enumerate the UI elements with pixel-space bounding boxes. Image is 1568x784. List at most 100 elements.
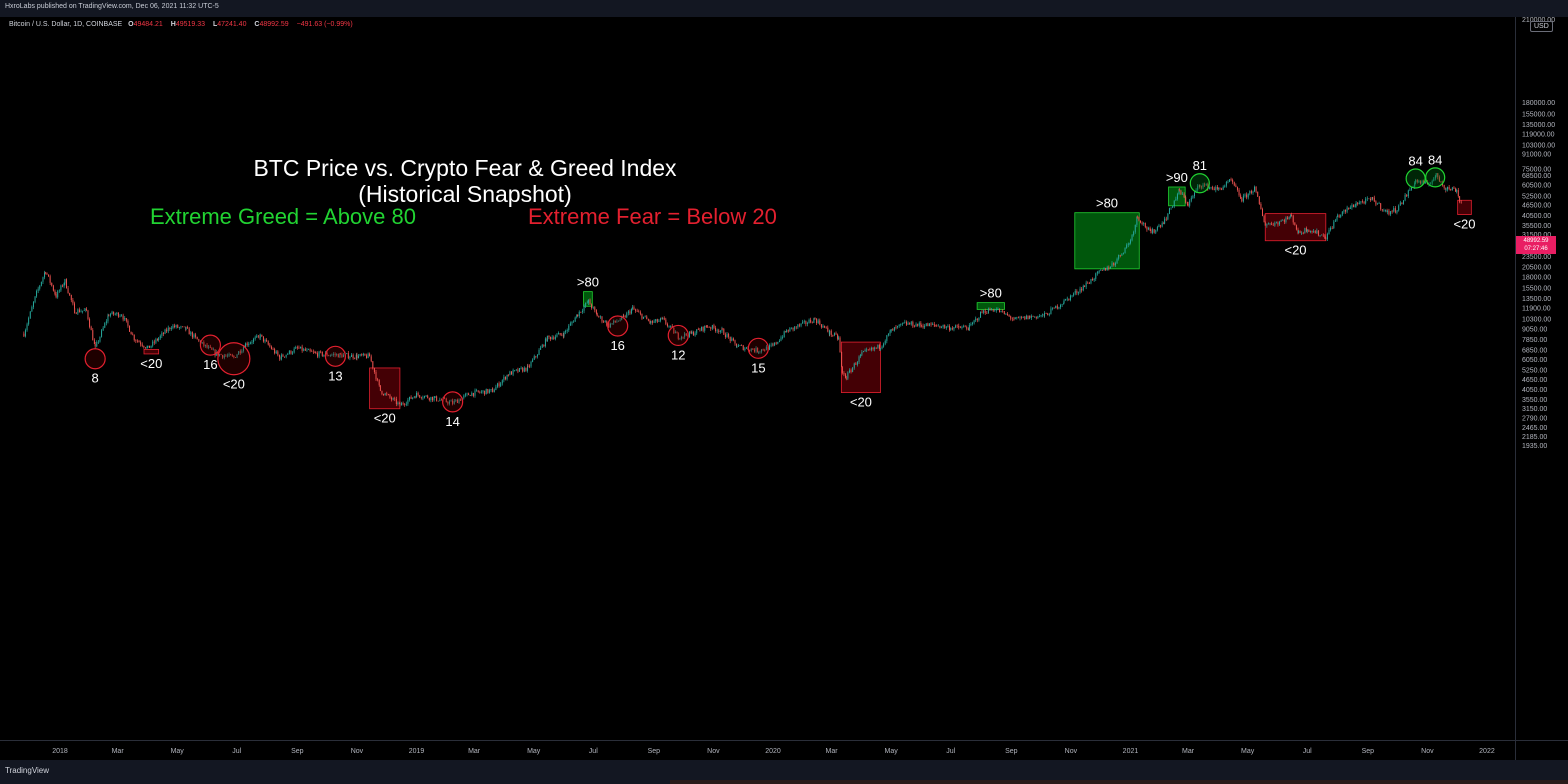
candle-body: [124, 318, 126, 320]
candle-body: [234, 357, 236, 358]
candle-body: [551, 337, 553, 340]
candle-body: [665, 319, 667, 324]
candle-body: [77, 309, 79, 314]
candle-body: [256, 335, 258, 338]
candle-body: [887, 333, 889, 336]
change-value: −491.63 (−0.99%): [296, 21, 353, 28]
candle-body: [155, 339, 157, 343]
chart-area[interactable]: [0, 17, 1515, 740]
candle-body: [755, 347, 757, 352]
candle-body: [89, 319, 91, 327]
candle-body: [423, 396, 425, 398]
symbol-legend: Bitcoin / U.S. Dollar, 1D, COINBASE O494…: [9, 21, 356, 28]
tradingview-logo[interactable]: TradingView: [5, 766, 50, 775]
candle-body: [571, 322, 573, 324]
candle-body: [655, 319, 657, 322]
candle-body: [506, 374, 508, 380]
candle-body: [1167, 213, 1169, 220]
candle-body: [975, 318, 977, 321]
candle-body: [1328, 229, 1330, 234]
candle-body: [872, 347, 874, 350]
candle-body: [1229, 179, 1231, 182]
candle-body: [710, 327, 712, 329]
candle-body: [1334, 220, 1336, 222]
last-price-countdown: 07:27:46: [1524, 246, 1548, 252]
candle-body: [108, 315, 110, 317]
candle-body: [1401, 202, 1403, 204]
candle-body: [117, 312, 119, 317]
time-tick-layer: 2018 Mar May Jul Sep Nov 2019 Mar May Jul Sep Nov 20…: [52, 748, 1495, 755]
candle-body: [1005, 313, 1007, 315]
candle-body: [1264, 222, 1266, 226]
candle-body: [879, 348, 881, 349]
candle-body: [819, 320, 821, 325]
candle-body: [968, 325, 970, 330]
candle-body: [663, 317, 665, 320]
time-axis[interactable]: [0, 740, 1515, 761]
candle-body: [32, 302, 34, 308]
candle-body: [569, 323, 571, 326]
candle-body: [870, 347, 872, 350]
symbol-name[interactable]: Bitcoin / U.S. Dollar, 1D, COINBASE: [9, 21, 123, 28]
candle-body: [980, 311, 982, 318]
candle-body: [412, 397, 414, 399]
candle-body: [817, 320, 819, 324]
candle-body: [538, 349, 540, 355]
candle-body: [1124, 247, 1126, 253]
candle-body: [1434, 175, 1436, 179]
candle-body: [431, 396, 433, 401]
candle-body: [626, 313, 628, 318]
candle-body: [1438, 177, 1440, 182]
candle-body: [257, 335, 259, 337]
candle-body: [90, 326, 92, 331]
candle-body: [1371, 197, 1373, 201]
last-price-label: 48992.59 07:27:46: [1516, 236, 1556, 254]
time-tick-label: May: [527, 748, 541, 755]
candle-body: [31, 307, 33, 312]
candle-body: [487, 388, 489, 393]
candle-body: [616, 321, 618, 323]
candle-body: [961, 326, 963, 328]
candle-body: [83, 310, 85, 311]
candle-body: [1101, 270, 1103, 271]
greed-definition: Extreme Greed = Above 80: [150, 204, 416, 229]
candle-body: [527, 365, 529, 367]
close-value: 48992.59: [259, 21, 289, 28]
candle-body: [1309, 230, 1311, 232]
fear-point-marker: [607, 315, 629, 337]
candle-body: [209, 346, 211, 348]
candle-body: [1144, 223, 1146, 228]
candle-body: [941, 326, 943, 328]
candle-body: [251, 342, 253, 343]
candle-body: [1363, 201, 1365, 204]
candle-body: [1175, 198, 1177, 201]
candle-body: [253, 338, 255, 343]
candle-body: [909, 323, 911, 325]
candle-body: [1129, 243, 1131, 244]
candle-body: [1106, 267, 1108, 271]
candle-body: [1000, 310, 1002, 313]
candle-body: [280, 354, 282, 360]
candle-body: [682, 336, 684, 338]
candle-body: [428, 398, 430, 401]
candle-body: [287, 353, 289, 355]
candle-body: [897, 325, 899, 328]
candle-body: [677, 333, 679, 339]
candle-body: [445, 398, 447, 403]
candle-body: [73, 303, 75, 309]
candle-body: [113, 311, 115, 315]
candle-body: [944, 325, 946, 328]
greed-point-label: 84: [1428, 152, 1442, 167]
candle-body: [476, 390, 478, 392]
candle-body: [415, 392, 417, 398]
currency-button[interactable]: USD: [1530, 21, 1553, 32]
price-axis[interactable]: [1515, 17, 1568, 740]
candle-body: [1134, 224, 1136, 232]
candle-body: [182, 326, 184, 328]
candle-body: [323, 354, 325, 356]
candle-body: [1386, 210, 1388, 213]
candle-body: [995, 309, 997, 311]
candle-body: [296, 347, 298, 348]
time-tick-label: Mar: [826, 748, 839, 755]
candle-body: [852, 367, 854, 372]
